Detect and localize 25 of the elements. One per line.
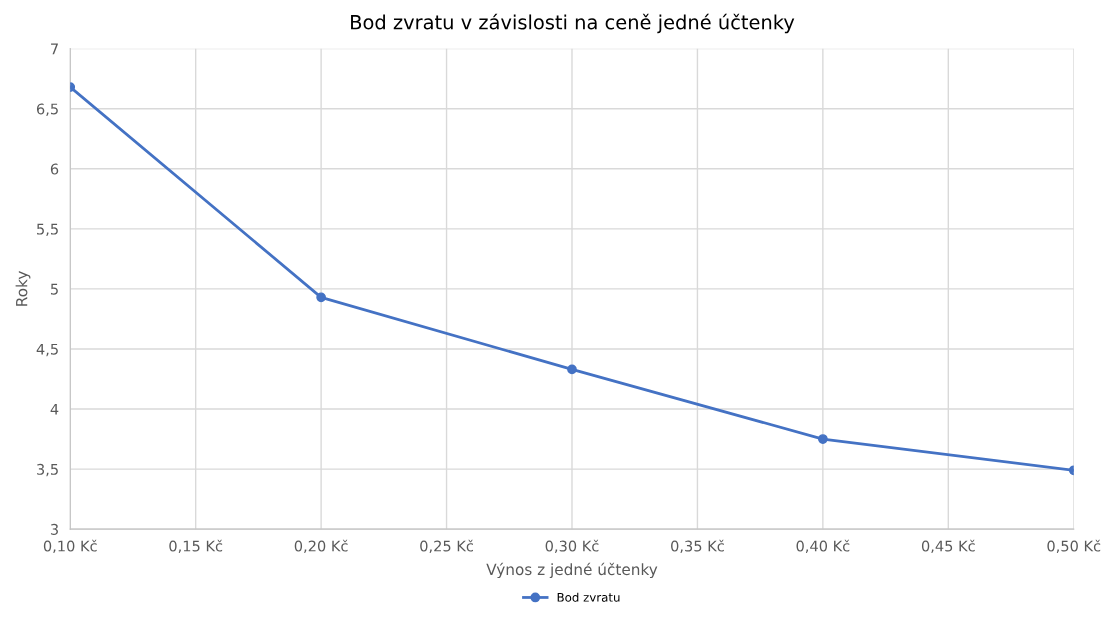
x-tick-label: 0,25 Kč: [420, 539, 473, 554]
y-tick-label: 4,5: [36, 343, 58, 357]
y-tick-label: 3: [50, 523, 58, 535]
x-tick-label: 0,10 Kč: [43, 539, 97, 554]
chart-title: Bod zvratu v závislosti na ceně jedné účtenky: [351, 13, 795, 34]
x-tick-label: 0,45 Kč: [921, 539, 975, 554]
y-tick-label: 5: [50, 283, 58, 295]
y-axis-title: Roky: [15, 271, 31, 306]
x-tick-label: 0,20 Kč: [294, 539, 348, 554]
x-tick-label: 0,35 Kč: [671, 539, 724, 554]
y-tick-label: 7: [51, 43, 58, 55]
x-tick-label: 0,30 Kč: [545, 539, 599, 554]
point: [567, 364, 577, 375]
point: [818, 434, 828, 444]
y-tick-label: 6,5: [36, 103, 58, 116]
y-tick-label: 3,5: [37, 463, 58, 477]
y-tick-label: 5,5: [37, 223, 58, 237]
y-tick-label: 6: [50, 163, 59, 175]
x-tick-label: 0,15 Kč: [169, 539, 223, 554]
x-axis-title: Výnos z jedné účtenky: [486, 562, 658, 579]
point: [316, 292, 326, 303]
x-tick-label: 0,50 Kč: [1047, 539, 1101, 554]
y-tick-label: 4: [50, 403, 59, 415]
legend-label: Bod zvratu: [557, 592, 620, 602]
x-tick-label: 0,40 Kč: [796, 539, 850, 554]
